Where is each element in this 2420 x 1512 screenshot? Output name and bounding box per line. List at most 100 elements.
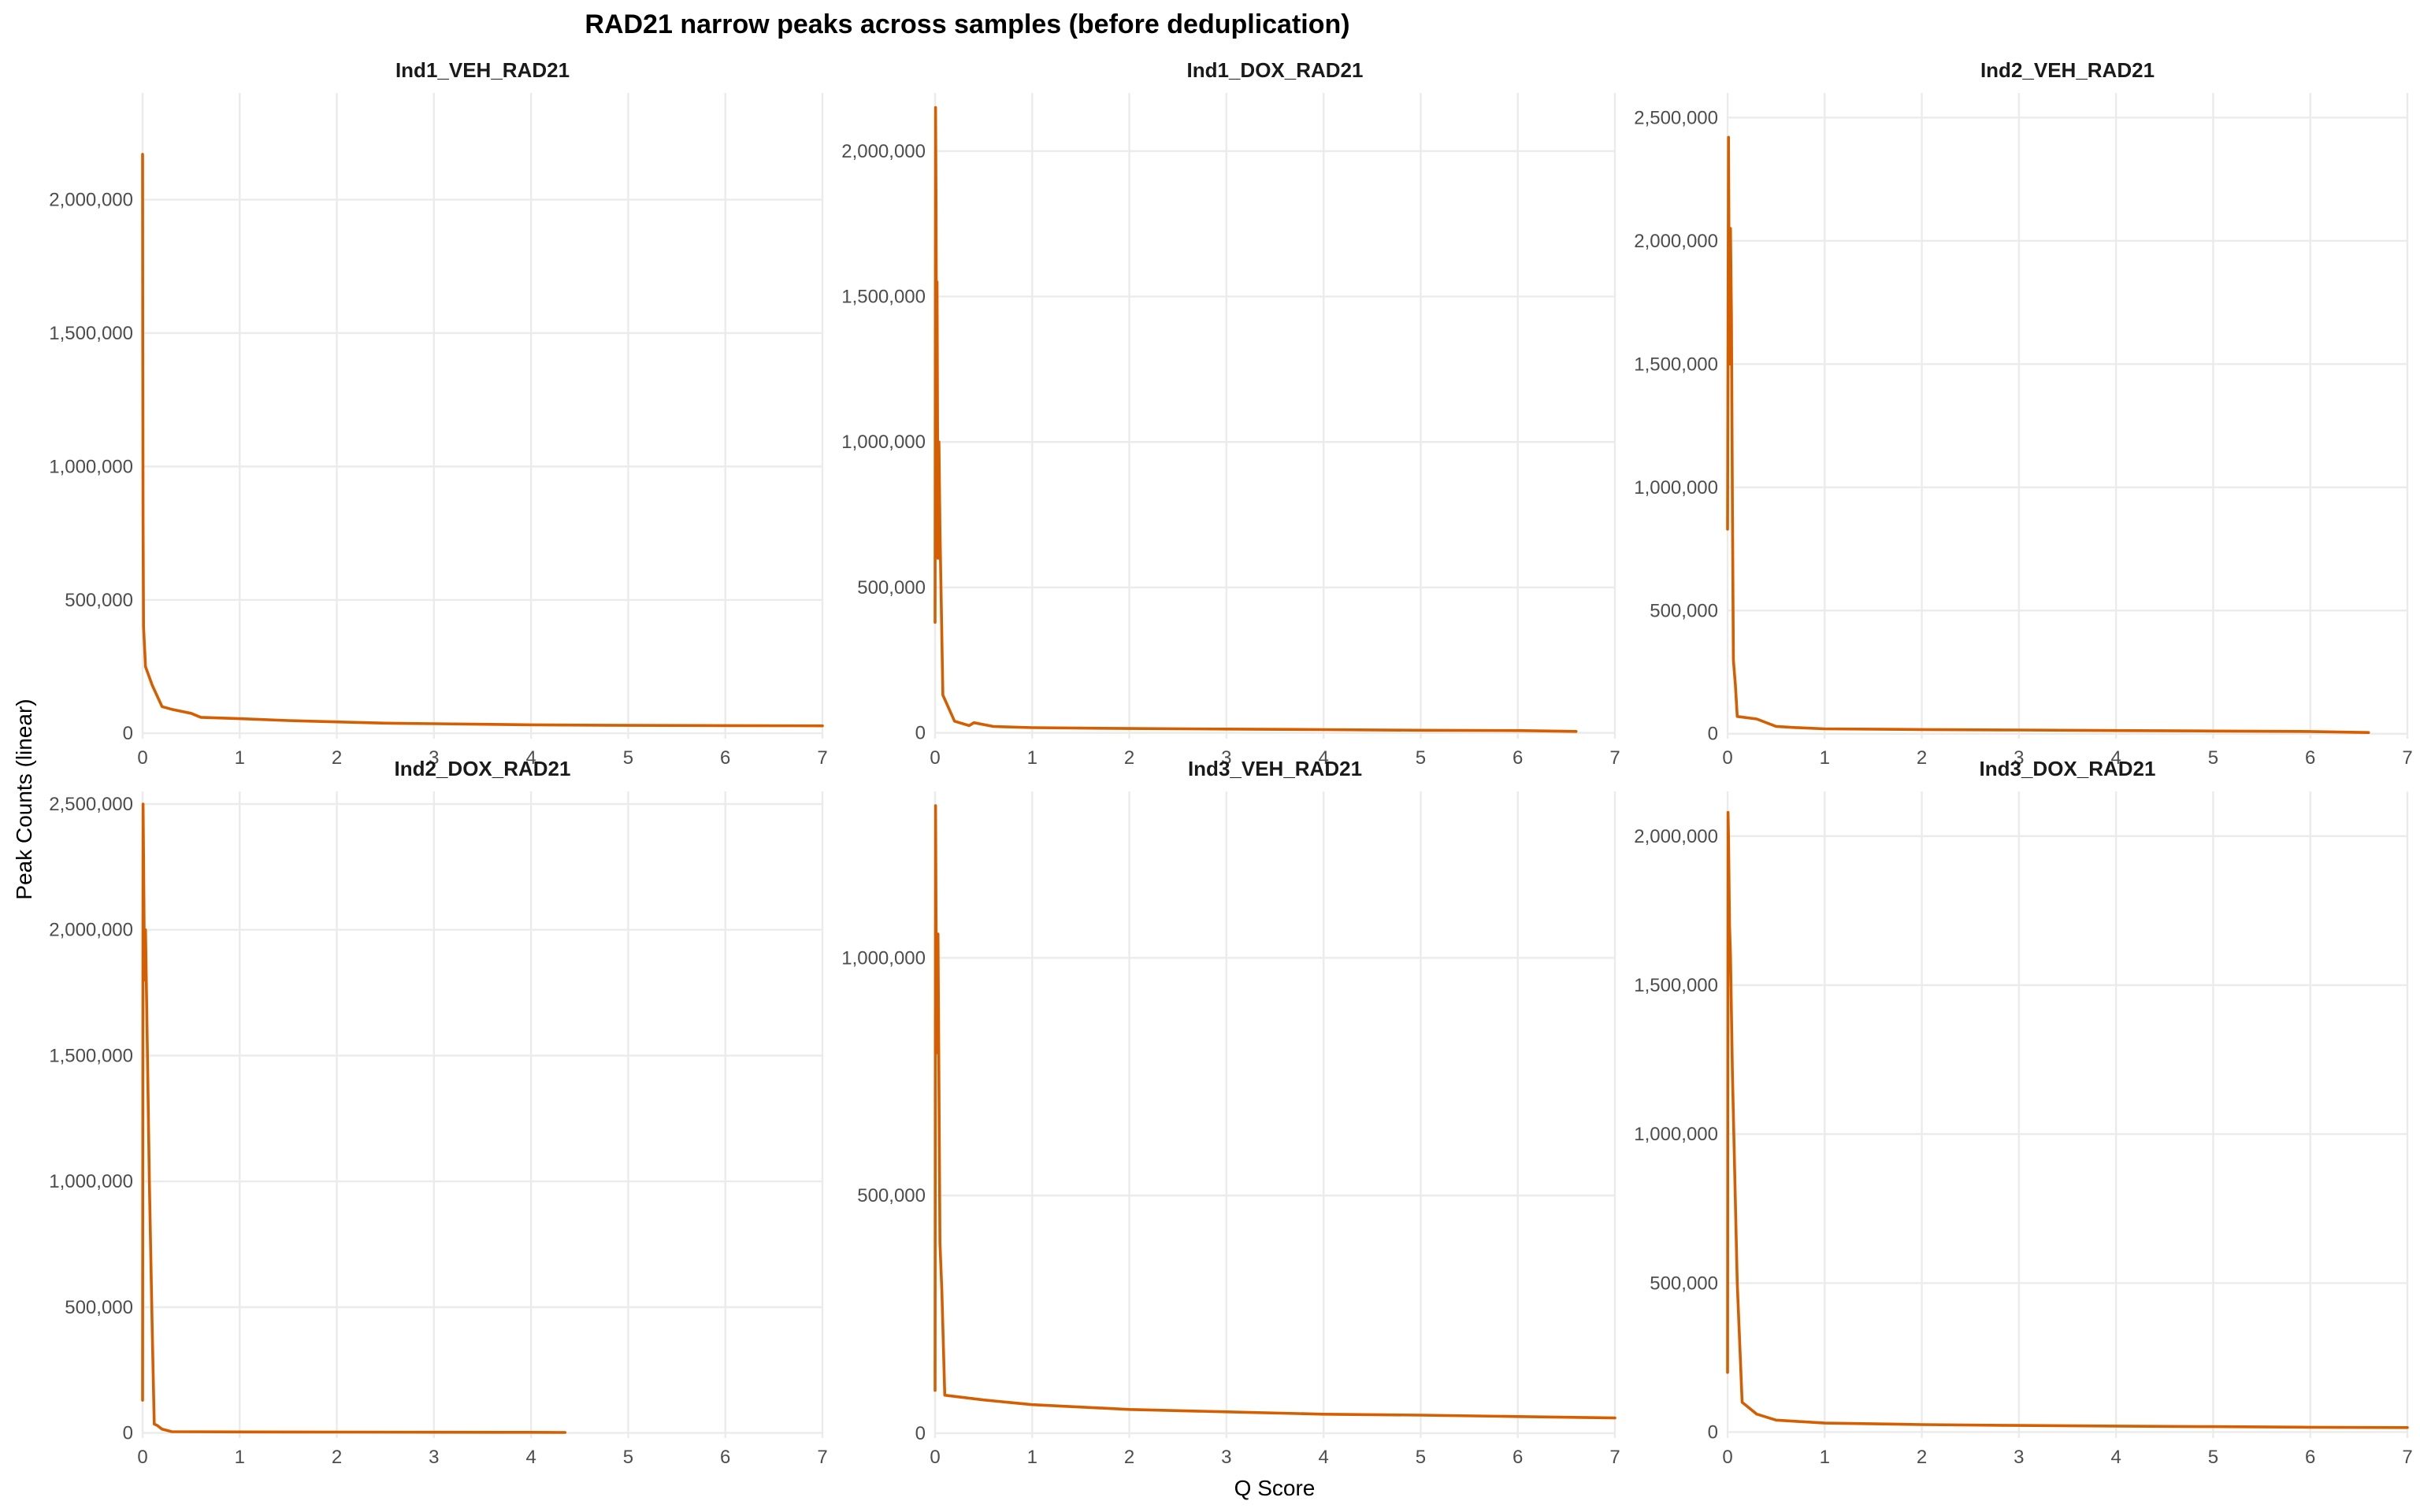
series-line: [1726, 810, 2409, 1429]
series-line: [141, 153, 824, 728]
facet-panel: 0 1 2 3 4 5 6 7 0 500,000 1,000,000 1,500,000 2,000,…: [49, 58, 827, 769]
facet-panel: 0 1 2 3 4 5 6 7 0 500,000 1,000,000 1,500,000 2,000,…: [1634, 58, 2412, 769]
x-tick-label: 1: [1027, 1447, 1037, 1468]
y-tick-label: 500,000: [857, 1185, 926, 1206]
x-tick-label: 7: [1609, 1447, 1620, 1468]
x-tick-label: 7: [817, 1447, 827, 1468]
facet-title: Ind3_DOX_RAD21: [1980, 757, 2156, 780]
facet-panel: 0 1 2 3 4 5 6 7 0 500,000 1,000,000 1,500,000 2,000,…: [49, 757, 827, 1468]
series-line: [141, 802, 567, 1434]
x-tick-label: 5: [623, 1447, 633, 1468]
y-tick-label: 2,000,000: [49, 920, 133, 941]
x-tick-label: 6: [1512, 747, 1523, 769]
x-tick-label: 3: [429, 1447, 439, 1468]
x-tick-label: 0: [137, 1447, 147, 1468]
x-tick-label: 2: [1124, 1447, 1134, 1468]
x-axis-title: Q Score: [1234, 1476, 1316, 1500]
x-tick-label: 6: [1512, 1447, 1523, 1468]
x-tick-label: 3: [2014, 1447, 2024, 1468]
y-tick-label: 1,500,000: [49, 1045, 133, 1066]
x-tick-label: 2: [332, 747, 342, 769]
x-tick-label: 2: [1917, 747, 1927, 769]
x-tick-label: 5: [2208, 1447, 2218, 1468]
facet-title: Ind2_VEH_RAD21: [1980, 58, 2155, 82]
x-tick-label: 4: [2110, 1447, 2121, 1468]
y-tick-label: 1,500,000: [841, 287, 926, 308]
x-tick-label: 4: [525, 1447, 536, 1468]
x-tick-label: 1: [235, 747, 245, 769]
y-tick-label: 0: [915, 1423, 926, 1444]
y-tick-label: 2,500,000: [1634, 107, 1718, 128]
y-axis-title: Peak Counts (linear): [12, 699, 36, 899]
y-tick-label: 1,500,000: [1634, 354, 1718, 375]
y-tick-label: 0: [123, 1423, 133, 1444]
y-tick-label: 500,000: [65, 590, 133, 611]
y-tick-label: 1,000,000: [49, 1171, 133, 1192]
y-tick-label: 1,000,000: [49, 456, 133, 477]
y-tick-label: 0: [123, 723, 133, 744]
x-tick-label: 3: [1221, 1447, 1231, 1468]
x-tick-label: 0: [137, 747, 147, 769]
facet-panel: 0 1 2 3 4 5 6 7 0 500,000 1,000,000 1,500,000 2,000,…: [1634, 757, 2412, 1468]
y-tick-label: 500,000: [65, 1297, 133, 1318]
x-tick-label: 4: [2110, 747, 2121, 769]
x-tick-label: 1: [1027, 747, 1037, 769]
facet-panel: 0 1 2 3 4 5 6 7 0 500,000 1,000,000 1,500,000 2,000,…: [841, 58, 1620, 769]
x-tick-label: 6: [2305, 747, 2315, 769]
y-tick-label: 500,000: [857, 577, 926, 598]
x-tick-label: 4: [1318, 747, 1328, 769]
y-tick-label: 2,000,000: [1634, 826, 1718, 847]
x-tick-label: 3: [429, 747, 439, 769]
x-tick-label: 0: [930, 747, 940, 769]
x-tick-label: 4: [1318, 1447, 1328, 1468]
y-tick-label: 1,000,000: [841, 947, 926, 969]
x-tick-label: 7: [817, 747, 827, 769]
x-tick-label: 1: [1820, 1447, 1830, 1468]
x-tick-label: 5: [1416, 747, 1426, 769]
x-tick-label: 6: [720, 747, 730, 769]
x-tick-label: 5: [2208, 747, 2218, 769]
x-tick-label: 7: [2402, 1447, 2412, 1468]
x-tick-label: 0: [1722, 1447, 1732, 1468]
x-tick-label: 2: [1124, 747, 1134, 769]
x-tick-label: 3: [1221, 747, 1231, 769]
facet-title: Ind3_VEH_RAD21: [1188, 757, 1362, 780]
facet-title: Ind1_VEH_RAD21: [395, 58, 570, 82]
facet-title: Ind1_DOX_RAD21: [1187, 58, 1364, 82]
facet-panels: 0 1 2 3 4 5 6 7 0 500,000 1,000,000 1,500,000 2,000,…: [49, 58, 2412, 1468]
x-tick-label: 6: [720, 1447, 730, 1468]
x-tick-label: 0: [930, 1447, 940, 1468]
y-tick-label: 2,000,000: [1634, 231, 1718, 252]
x-tick-label: 1: [1820, 747, 1830, 769]
series-line: [933, 106, 1578, 733]
y-tick-label: 2,000,000: [49, 190, 133, 211]
facet-title: Ind2_DOX_RAD21: [395, 757, 571, 780]
series-line: [1726, 135, 2370, 734]
y-tick-label: 0: [1708, 1421, 1718, 1443]
x-tick-label: 2: [332, 1447, 342, 1468]
x-tick-label: 3: [2014, 747, 2024, 769]
y-tick-label: 1,000,000: [841, 432, 926, 453]
y-tick-label: 1,500,000: [49, 323, 133, 344]
y-tick-label: 1,000,000: [1634, 477, 1718, 498]
y-tick-label: 0: [1708, 724, 1718, 745]
y-tick-label: 1,000,000: [1634, 1124, 1718, 1145]
x-tick-label: 6: [2305, 1447, 2315, 1468]
y-tick-label: 2,000,000: [841, 141, 926, 162]
y-tick-label: 500,000: [1650, 1273, 1718, 1294]
x-tick-label: 0: [1722, 747, 1732, 769]
series-line: [933, 804, 1616, 1420]
x-tick-label: 4: [525, 747, 536, 769]
y-tick-label: 500,000: [1650, 600, 1718, 621]
x-tick-label: 7: [1609, 747, 1620, 769]
x-tick-label: 7: [2402, 747, 2412, 769]
x-tick-label: 2: [1917, 1447, 1927, 1468]
y-tick-label: 2,500,000: [49, 794, 133, 815]
y-tick-label: 0: [915, 723, 926, 744]
chart-title: RAD21 narrow peaks across samples (befor…: [585, 9, 1349, 39]
x-tick-label: 1: [235, 1447, 245, 1468]
x-tick-label: 5: [1416, 1447, 1426, 1468]
x-tick-label: 5: [623, 747, 633, 769]
facet-panel: 0 1 2 3 4 5 6 7 0 500,000 1,000,000 Ind3_VEH_RAD21: [841, 757, 1620, 1468]
